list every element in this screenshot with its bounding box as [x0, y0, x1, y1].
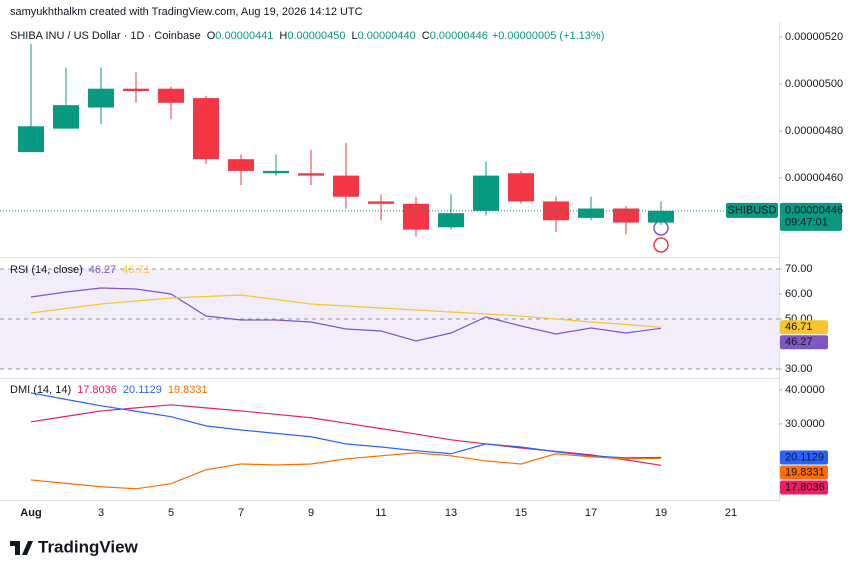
- y-tick-label: 0.00000520: [785, 31, 843, 43]
- value-badge-label: 46.27: [785, 336, 813, 348]
- ohlc-value: 0.00000450: [287, 30, 345, 42]
- candle-body: [438, 213, 464, 228]
- indicator-value: 46.27: [89, 264, 117, 276]
- value-badge: [780, 320, 828, 335]
- value-badge: [780, 335, 828, 350]
- candle-body: [648, 210, 674, 223]
- value-badge: [780, 480, 828, 495]
- value-badge-label: 19.8331: [785, 466, 825, 478]
- x-tick-label: 21: [725, 507, 737, 519]
- event-icon: [653, 237, 669, 253]
- value-badge: [780, 450, 828, 465]
- y-tick-label: 0.00000480: [785, 125, 843, 137]
- indicator-value: 20.1129: [123, 384, 162, 396]
- level-band: [0, 269, 779, 369]
- ohlc-value: 0.00000441: [215, 30, 273, 42]
- change: +0.00000005 (+1.13%): [492, 30, 605, 42]
- ohlc-key: O: [207, 30, 216, 42]
- candle-body: [368, 201, 394, 204]
- y-tick-label: 60.00: [785, 288, 813, 300]
- value-badge: [780, 465, 828, 480]
- legend-header: SHIBA INU / US Dollar · 1D · Coinbase O0.…: [10, 30, 604, 42]
- candle-body: [473, 175, 499, 211]
- candle-body: [508, 173, 534, 202]
- logo-mark: [10, 541, 33, 555]
- candle-body: [228, 159, 254, 171]
- symbol-badge-label: SHIBUSD: [728, 205, 777, 217]
- candle-body: [53, 105, 79, 129]
- value-badge-label: 20.1129: [785, 451, 824, 463]
- indicator-header: RSI (14, close) 46.27 46.71: [10, 264, 150, 276]
- ohlc-key: L: [352, 30, 358, 42]
- brand-logo: TradingView: [10, 537, 139, 556]
- candle-body: [123, 88, 149, 92]
- indicator-title: DMI (14, 14): [10, 384, 71, 396]
- x-tick-label: 7: [238, 507, 244, 519]
- indicator-value: 17.8036: [77, 384, 117, 396]
- ohlc-value: 0.00000440: [358, 30, 416, 42]
- ohlc-key: C: [422, 30, 430, 42]
- countdown-label: 09:47:01: [785, 217, 828, 229]
- candle-body: [578, 208, 604, 218]
- candle-body: [158, 88, 184, 103]
- x-tick-label: 3: [98, 507, 104, 519]
- candle-body: [403, 203, 429, 230]
- y-tick-label: 40.0000: [785, 384, 825, 396]
- price-badge-label: 0.00000446: [785, 205, 843, 217]
- y-tick-label: 70.00: [785, 263, 813, 275]
- x-tick-label: 15: [515, 507, 527, 519]
- indicator-line: [30, 452, 662, 490]
- symbol-badge: [726, 202, 778, 218]
- x-tick-label: 19: [655, 507, 667, 519]
- x-tick-label: 5: [168, 507, 174, 519]
- ohlc-value: 0.00000446: [430, 30, 488, 42]
- y-tick-label: 0.00000460: [785, 172, 843, 184]
- x-tick-label: 9: [308, 507, 314, 519]
- y-tick-label: 0.00000500: [785, 78, 843, 90]
- x-tick-label: 13: [445, 507, 457, 519]
- value-badge-label: 46.71: [785, 321, 813, 333]
- y-tick-label: 30.0000: [785, 418, 825, 430]
- y-tick-label: 30.00: [785, 363, 813, 375]
- candle-body: [333, 175, 359, 197]
- candle-body: [193, 98, 219, 160]
- ohlc-key: H: [279, 30, 287, 42]
- indicator-line: [30, 294, 662, 328]
- indicator-title: RSI (14, close): [10, 264, 83, 276]
- x-tick-label: Aug: [20, 507, 41, 519]
- candle-body: [88, 88, 114, 108]
- credit: samyukhthalkm created with TradingView.c…: [10, 6, 363, 18]
- candle-body: [298, 173, 324, 176]
- candle-body: [18, 126, 44, 153]
- candle-body: [613, 208, 639, 223]
- x-tick-label: 17: [585, 507, 597, 519]
- symbol-title: SHIBA INU / US Dollar · 1D · Coinbase: [10, 30, 201, 42]
- x-tick-label: 11: [375, 507, 386, 519]
- indicator-header: DMI (14, 14) 17.8036 20.1129 19.8331: [10, 384, 208, 396]
- brand: TradingView: [38, 537, 139, 556]
- candle-body: [263, 170, 289, 174]
- indicator-line: [30, 392, 662, 459]
- price-badge: [780, 202, 842, 231]
- indicator-value: 46.71: [122, 264, 150, 276]
- event-icons: [653, 220, 669, 253]
- indicator-line: [30, 287, 662, 342]
- value-badge-label: 17.8036: [785, 481, 825, 493]
- indicator-value: 19.8331: [168, 384, 208, 396]
